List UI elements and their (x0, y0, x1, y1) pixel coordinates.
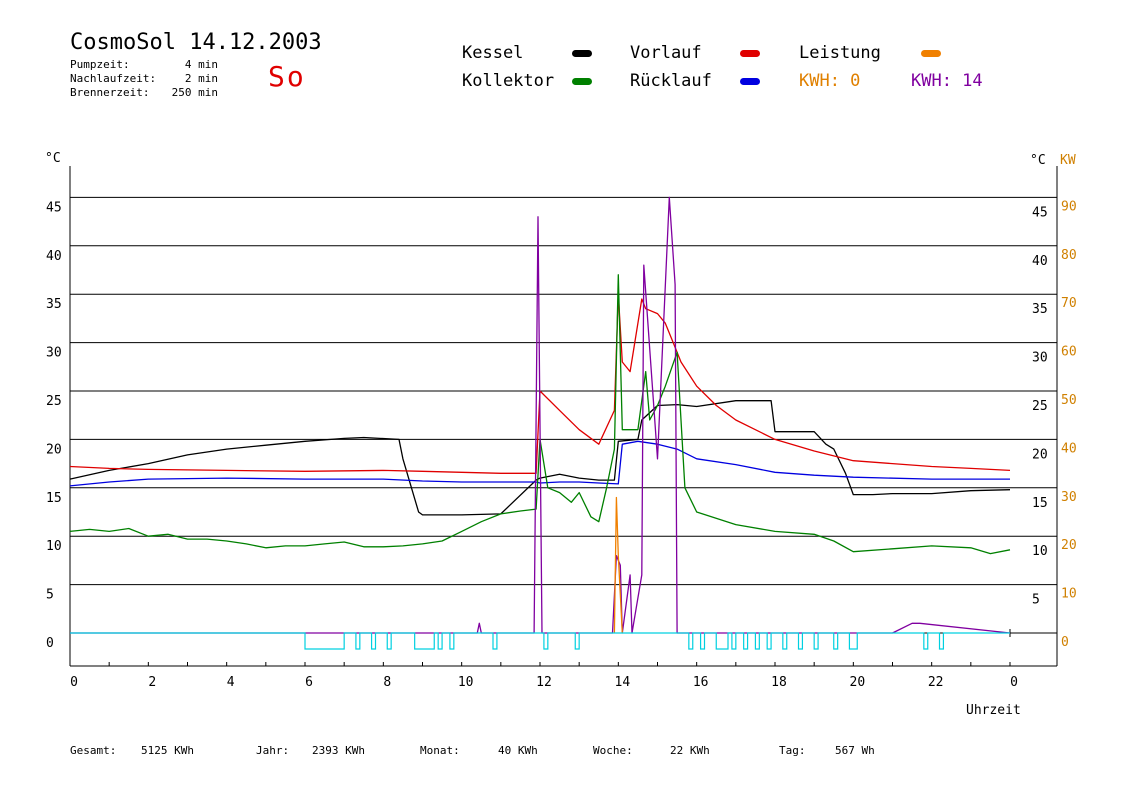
legend-kollektor-label: Kollektor (462, 71, 555, 91)
y-tick-label-right: 10 (1032, 544, 1048, 559)
x-tick-label: 10 (458, 675, 474, 690)
footer-tag-value: 567 Wh (835, 744, 875, 757)
y-tick-label-left: 30 (46, 346, 62, 361)
chart-series (69, 196, 1011, 650)
stat-brennerzeit-value: 250 min (171, 86, 218, 99)
legend-vorlauf-swatch (740, 50, 760, 57)
y-tick-label-right: 45 (1032, 205, 1048, 220)
stat-nachlaufzeit-value: 2 min (184, 72, 218, 85)
legend-kwh-purple: KWH: 14 (911, 71, 983, 91)
legend-ruecklauf-swatch (740, 78, 760, 85)
series-r-cklauf (69, 440, 1010, 487)
footer-woche-label: Woche: (593, 744, 633, 757)
chart-ticks: °C °C KW Uhrzeit 0 2 4 6 8 10 12 14 16 18 20 22 0 0 5 10 15 2… (45, 151, 1077, 718)
y-tick-label-left: 5 (46, 588, 54, 603)
x-tick-label: 6 (305, 675, 313, 690)
y-tick-label-right: 35 (1032, 302, 1048, 317)
y-axis-unit-left: °C (45, 151, 61, 166)
y-tick-label-left: 0 (46, 636, 54, 651)
x-tick-label: 12 (536, 675, 552, 690)
stat-pumpzeit-label: Pumpzeit: (70, 58, 130, 71)
stat-brennerzeit-label: Brennerzeit: (70, 86, 150, 99)
y-tick-label-right: 30 (1032, 351, 1048, 366)
legend-ruecklauf-label: Rücklauf (630, 71, 712, 91)
footer-monat-value: 40 KWh (498, 744, 538, 757)
x-tick-label: 20 (850, 675, 866, 690)
legend-leistung-swatch (921, 50, 941, 57)
y-axis-unit-right: °C (1030, 153, 1046, 168)
legend-kessel-label: Kessel (462, 43, 524, 63)
x-tick-label: 8 (383, 675, 391, 690)
y-tick-label-right: 25 (1032, 399, 1048, 414)
y-tick-label-left: 40 (46, 249, 62, 264)
x-tick-label: 22 (928, 675, 944, 690)
y-tick-label-kw: 0 (1061, 635, 1069, 650)
weekday-label: So (268, 60, 306, 93)
y-tick-label-kw: 30 (1061, 490, 1077, 505)
y-tick-label-left: 25 (46, 394, 62, 409)
y-tick-label-right: 15 (1032, 496, 1048, 511)
y-tick-label-kw: 70 (1061, 296, 1077, 311)
chart-grid (70, 196, 1057, 634)
footer-tag-label: Tag: (779, 744, 806, 757)
y-tick-label-left: 10 (46, 539, 62, 554)
series-vorlauf (69, 293, 1011, 474)
y-tick-label-kw: 50 (1061, 393, 1077, 408)
series-leistung (70, 196, 1011, 634)
x-tick-label: 14 (615, 675, 631, 690)
y-tick-label-left: 15 (46, 491, 62, 506)
y-tick-label-kw: 10 (1061, 587, 1077, 602)
legend-kollektor-swatch (572, 78, 592, 85)
footer-gesamt-label: Gesamt: (70, 744, 117, 757)
y-tick-label-left: 35 (46, 297, 62, 312)
footer-jahr-value: 2393 KWh (312, 744, 365, 757)
y-tick-label-right: 5 (1032, 593, 1040, 608)
x-tick-label: 0 (70, 675, 78, 690)
y-tick-label-kw: 80 (1061, 248, 1077, 263)
y-tick-label-kw: 40 (1061, 441, 1077, 456)
chart-axes (69, 166, 1058, 667)
y-tick-label-right: 20 (1032, 447, 1048, 462)
series-leistung-orange (613, 496, 623, 634)
chart-title: CosmoSol 14.12.2003 (70, 30, 322, 55)
y-tick-label-right: 40 (1032, 254, 1048, 269)
stat-pumpzeit-value: 4 min (184, 58, 218, 71)
x-tick-label: 18 (771, 675, 787, 690)
legend-kwh-orange: KWH: 0 (799, 71, 861, 91)
x-axis-label: Uhrzeit (966, 703, 1021, 718)
y-tick-label-left: 20 (46, 442, 62, 457)
y-tick-label-kw: 60 (1061, 345, 1077, 360)
x-tick-label: 16 (693, 675, 709, 690)
footer-monat-label: Monat: (420, 744, 460, 757)
legend-leistung-label: Leistung (799, 43, 881, 63)
series-pump-status (70, 632, 1010, 650)
stat-nachlaufzeit-label: Nachlaufzeit: (70, 72, 157, 85)
x-tick-label: 2 (148, 675, 156, 690)
legend-vorlauf-label: Vorlauf (630, 43, 702, 63)
y-tick-label-left: 45 (46, 200, 62, 215)
x-tick-label: 4 (227, 675, 235, 690)
y-tick-label-kw: 90 (1061, 199, 1077, 214)
y-axis-unit-kw: KW (1060, 153, 1076, 168)
legend-kessel-swatch (572, 50, 592, 57)
footer-woche-value: 22 KWh (670, 744, 710, 757)
series-kollektor (69, 274, 1011, 555)
y-tick-label-kw: 20 (1061, 538, 1077, 553)
x-tick-label: 0 (1010, 675, 1018, 690)
footer-gesamt-value: 5125 KWh (141, 744, 194, 757)
footer-jahr-label: Jahr: (256, 744, 290, 757)
